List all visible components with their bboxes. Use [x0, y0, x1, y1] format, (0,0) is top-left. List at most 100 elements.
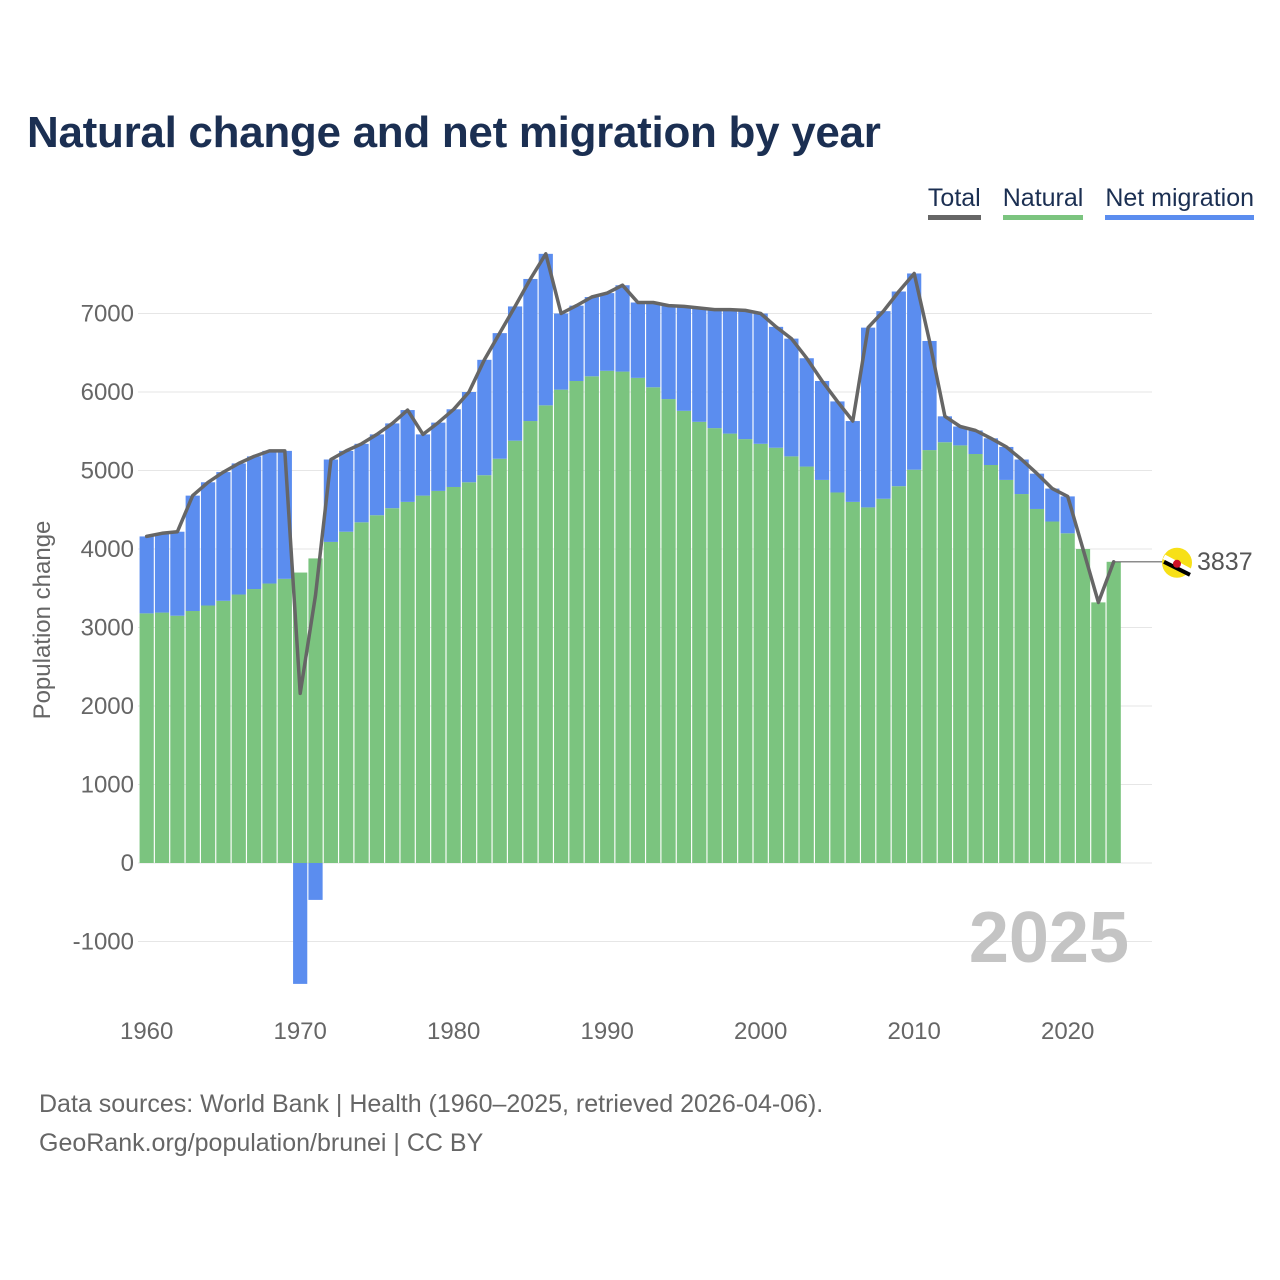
bar-net-migration — [707, 309, 722, 429]
bar-net-migration — [784, 338, 799, 457]
legend-net-migration[interactable]: Net migration — [1105, 183, 1254, 220]
bar-net-migration — [937, 416, 952, 443]
bar-net-migration — [615, 285, 630, 372]
bar-natural — [676, 410, 692, 863]
bar-net-migration — [231, 463, 246, 595]
end-marker-layer: 3837 — [1113, 547, 1253, 578]
bar-natural — [1060, 533, 1075, 863]
bar-net-migration — [738, 310, 753, 440]
bar-net-migration — [1045, 488, 1060, 522]
bar-net-migration — [1014, 459, 1029, 495]
bar-natural — [722, 433, 738, 863]
bar-net-migration — [676, 306, 692, 411]
legend-total[interactable]: Total — [927, 183, 981, 220]
x-tick-label: 1990 — [580, 1018, 633, 1045]
bar-natural — [1029, 508, 1045, 863]
bar-net-migration — [308, 863, 323, 900]
bar-natural — [768, 447, 784, 863]
bar-natural — [247, 589, 262, 863]
bar-natural — [200, 605, 216, 863]
source-link[interactable]: GeoRank.org/population/brunei | CC BY — [39, 1129, 484, 1157]
bar-natural — [277, 578, 292, 863]
bar-net-migration — [200, 482, 216, 606]
bar-net-migration — [431, 422, 446, 491]
bar-net-migration — [814, 381, 830, 480]
bar-natural — [661, 399, 676, 863]
bar-natural — [983, 465, 999, 863]
bar-natural — [692, 421, 707, 863]
bar-net-migration — [446, 409, 461, 487]
bar-natural — [753, 443, 768, 863]
bar-natural — [339, 531, 354, 863]
bar-net-migration — [692, 308, 707, 422]
bar-natural — [707, 428, 722, 863]
bar-net-migration — [354, 443, 369, 523]
bar-natural — [154, 612, 170, 863]
bar-net-migration — [799, 358, 814, 467]
y-tick-label: 1000 — [81, 772, 134, 799]
bar-natural — [569, 381, 584, 863]
bar-natural — [170, 615, 185, 863]
total-line-layer — [144, 252, 1116, 696]
bar-natural — [323, 541, 338, 863]
bar-natural — [584, 376, 599, 863]
bar-net-migration — [999, 446, 1014, 480]
x-tick-label: 2010 — [887, 1018, 940, 1045]
bar-natural — [523, 421, 538, 863]
bar-natural — [646, 387, 661, 863]
bar-net-migration — [584, 297, 599, 377]
legend-natural[interactable]: Natural — [1002, 183, 1084, 220]
bar-natural — [354, 522, 369, 863]
legend: Total Natural Net migration — [927, 183, 1254, 220]
bar-net-migration — [768, 326, 784, 448]
bar-natural — [845, 501, 860, 863]
bar-natural — [538, 405, 553, 863]
end-value-label: 3837 — [1197, 548, 1253, 576]
bar-net-migration — [630, 302, 645, 378]
bar-natural — [799, 466, 814, 863]
bar-net-migration — [477, 359, 492, 476]
bar-natural — [953, 445, 968, 863]
bar-net-migration — [953, 426, 968, 446]
footer: Data sources: World Bank | Health (1960–… — [39, 1085, 823, 1163]
bar-net-migration — [661, 305, 676, 400]
y-tick-label: 3000 — [81, 615, 134, 642]
bar-natural — [814, 479, 830, 863]
bar-net-migration — [247, 456, 262, 590]
x-tick-label: 2000 — [734, 1018, 787, 1045]
bar-net-migration — [262, 450, 277, 584]
bar-net-migration — [983, 438, 999, 466]
bar-natural — [231, 594, 246, 863]
y-tick-label: 5000 — [81, 458, 134, 485]
bar-natural — [262, 583, 277, 863]
bar-net-migration — [523, 278, 538, 422]
bar-natural — [738, 439, 753, 863]
bar-net-migration — [139, 536, 154, 614]
flag-stripe-black — [1163, 560, 1191, 577]
bar-natural — [216, 600, 231, 863]
bar-natural — [446, 486, 461, 863]
bar-natural — [937, 442, 952, 863]
bar-natural — [477, 475, 492, 863]
y-tick-label: -1000 — [73, 929, 134, 956]
bar-natural — [431, 490, 446, 863]
bar-natural — [1091, 602, 1106, 863]
bar-net-migration — [339, 450, 354, 532]
bar-net-migration — [415, 434, 431, 496]
bar-net-migration — [400, 410, 415, 502]
bar-net-migration — [154, 533, 170, 613]
y-tick-label: 4000 — [81, 536, 134, 563]
bar-natural — [1075, 549, 1091, 863]
bar-net-migration — [293, 863, 308, 984]
x-tick-label: 1980 — [427, 1018, 480, 1045]
bar-net-migration — [891, 291, 906, 487]
bar-natural — [400, 501, 415, 863]
chart-title: Natural change and net migration by year — [27, 108, 881, 157]
bar-natural — [968, 454, 983, 863]
y-tick-label: 0 — [121, 850, 134, 877]
bar-net-migration — [753, 313, 768, 444]
bar-natural — [139, 613, 154, 863]
bar-net-migration — [1029, 473, 1045, 509]
data-sources: Data sources: World Bank | Health (1960–… — [39, 1090, 824, 1118]
bar-natural — [891, 486, 906, 863]
